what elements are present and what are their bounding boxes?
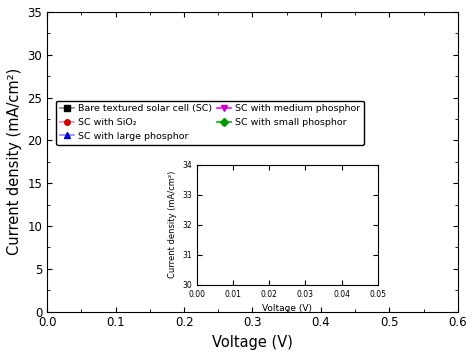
Legend: Bare textured solar cell (SC), SC with SiO₂, SC with large phosphor, SC with med: Bare textured solar cell (SC), SC with S… (56, 101, 364, 145)
Y-axis label: Current density (mA/cm²): Current density (mA/cm²) (7, 68, 22, 255)
X-axis label: Voltage (V): Voltage (V) (212, 335, 293, 350)
